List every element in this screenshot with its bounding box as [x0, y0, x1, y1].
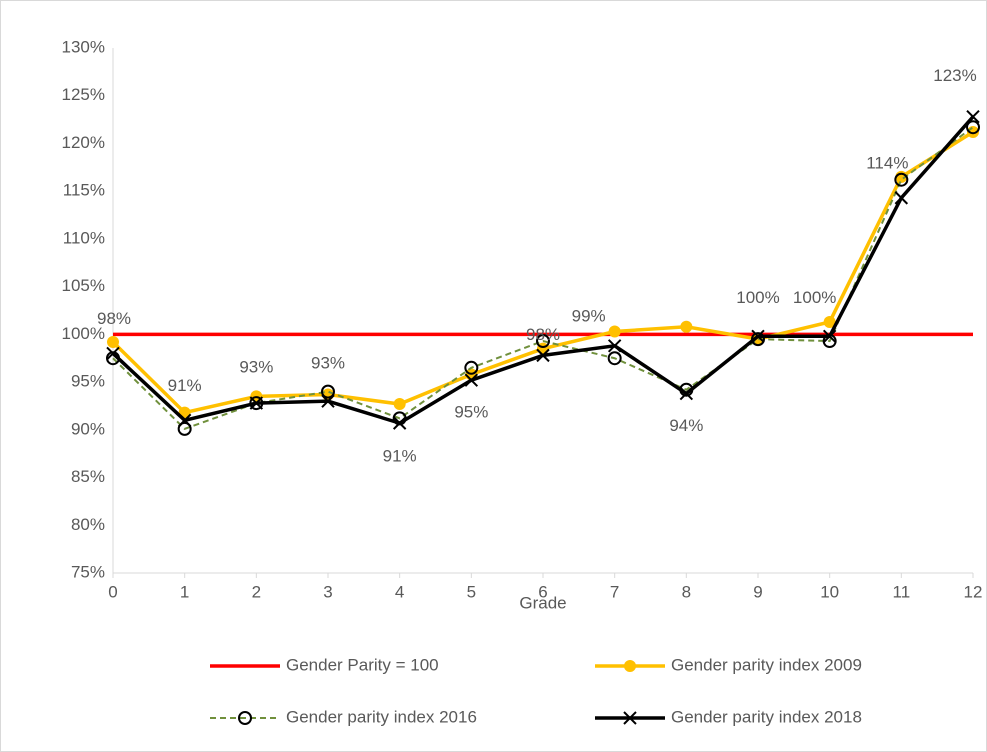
data-label: 95%	[454, 403, 488, 422]
data-point	[106, 346, 120, 361]
y-tick-label: 100%	[62, 324, 105, 343]
x-tick-label: 2	[252, 582, 261, 601]
legend-marker	[623, 711, 637, 725]
x-tick-label: 12	[964, 582, 983, 601]
x-tick-label: 10	[820, 582, 839, 601]
series-line	[112, 126, 974, 431]
data-point	[894, 191, 909, 205]
data-point	[107, 336, 119, 348]
data-label: 123%	[933, 66, 976, 85]
data-label: 99%	[572, 306, 606, 325]
x-tick-label: 8	[682, 582, 691, 601]
x-tick-label: 9	[753, 582, 762, 601]
data-point	[822, 329, 837, 343]
legend-label: Gender parity index 2016	[286, 707, 477, 726]
data-label: 98%	[97, 309, 131, 328]
data-label: 94%	[669, 416, 703, 435]
y-tick-label: 115%	[63, 181, 105, 200]
data-point	[177, 421, 192, 436]
data-label: 93%	[239, 358, 273, 377]
data-point	[751, 329, 765, 343]
x-tick-label: 1	[180, 582, 189, 601]
y-tick-label: 95%	[71, 372, 105, 391]
data-point	[536, 334, 550, 349]
data-point	[966, 110, 980, 124]
legend-label: Gender parity index 2009	[671, 655, 862, 674]
y-tick-label: 75%	[71, 562, 105, 581]
data-point	[392, 416, 407, 430]
data-point	[607, 339, 622, 353]
data-label: 91%	[383, 447, 417, 466]
data-label: 114%	[866, 153, 908, 172]
data-point	[966, 120, 980, 135]
data-point	[680, 320, 693, 333]
data-point	[321, 394, 335, 408]
y-tick-label: 125%	[62, 85, 105, 104]
y-tick-label: 110%	[63, 228, 105, 247]
data-point	[679, 386, 694, 401]
x-axis-title: Grade	[519, 593, 566, 612]
data-point	[823, 315, 836, 328]
y-tick-label: 90%	[71, 419, 105, 438]
data-point	[536, 348, 550, 363]
legend-marker	[624, 660, 636, 672]
data-point	[177, 413, 192, 427]
x-tick-label: 0	[108, 582, 117, 601]
data-label: 98%	[526, 325, 560, 344]
data-point	[249, 396, 264, 410]
y-tick-label: 80%	[71, 515, 105, 534]
data-label: 91%	[168, 376, 202, 395]
x-tick-label: 11	[893, 582, 911, 601]
data-point	[321, 384, 335, 399]
legend-marker	[238, 711, 252, 725]
x-tick-label: 6	[538, 582, 547, 601]
data-label: 100%	[793, 288, 836, 307]
x-tick-label: 7	[610, 582, 619, 601]
x-tick-label: 4	[395, 582, 404, 601]
y-tick-label: 130%	[62, 37, 105, 56]
x-tick-label: 3	[323, 582, 332, 601]
legend-label: Gender Parity = 100	[286, 655, 439, 674]
data-point	[464, 360, 479, 375]
legend-label: Gender parity index 2018	[671, 707, 862, 726]
data-point	[894, 172, 909, 187]
data-point	[607, 351, 622, 366]
data-point	[608, 325, 621, 338]
data-label: 93%	[311, 354, 345, 373]
y-tick-label: 120%	[62, 133, 105, 152]
data-point	[393, 398, 406, 411]
y-tick-label: 105%	[62, 276, 105, 295]
data-label: 100%	[736, 288, 779, 307]
data-point	[464, 373, 479, 387]
y-tick-label: 85%	[71, 467, 105, 486]
x-tick-label: 5	[467, 582, 476, 601]
